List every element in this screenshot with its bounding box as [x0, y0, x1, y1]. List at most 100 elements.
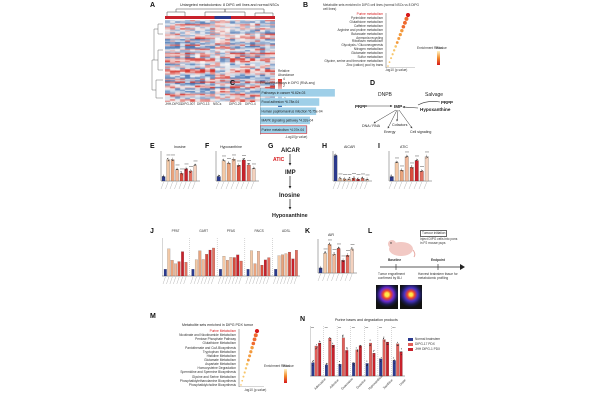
significance-mark: **** — [361, 172, 365, 176]
purine-bar — [345, 350, 349, 377]
legend-entry: DIPG-17 PDX — [408, 342, 460, 347]
x-tick-stub — [176, 276, 180, 285]
x-tick-stub — [204, 276, 207, 285]
significance-mark: **** — [366, 173, 370, 177]
gene-bar — [284, 253, 288, 277]
data-point — [402, 170, 403, 172]
panel-h-barchart: **** **** **** **** **** **** **** — [332, 151, 372, 190]
panel-b-color-legend: P-value — [436, 46, 447, 50]
data-point — [417, 159, 418, 161]
panel-i-barchart: **************************** — [388, 151, 432, 190]
gene-bar — [163, 269, 167, 277]
legend-label: JHH DIPG-1 PDX — [415, 347, 441, 352]
enrichment-dot — [241, 379, 244, 382]
data-bar — [350, 248, 354, 274]
data-point — [333, 345, 335, 347]
data-point — [352, 362, 354, 363]
enrichment-dot — [242, 375, 245, 378]
x-tick-stub — [228, 276, 232, 285]
significance-mark: **** — [176, 164, 180, 168]
panel-h-title: AICAR — [344, 145, 355, 149]
l-init-box: Tumour initiation — [420, 230, 448, 237]
x-tick-stub — [418, 181, 422, 190]
x-tick-stub — [160, 181, 164, 190]
x-tick-stub — [235, 276, 238, 285]
purine-bar — [365, 363, 369, 377]
data-point — [254, 167, 255, 169]
enrichment-dot — [401, 24, 406, 29]
purine-category-label: Adenine — [328, 378, 340, 390]
g-atic: ATIC — [273, 157, 285, 163]
data-point — [320, 267, 322, 269]
gene-bar — [181, 251, 184, 277]
significance-mark: **** — [339, 173, 343, 177]
gene-bar — [246, 269, 250, 277]
data-point — [167, 160, 169, 162]
panel-b-dotplot — [385, 13, 415, 68]
data-point — [342, 334, 344, 336]
data-point — [406, 155, 408, 157]
l-baseline: Baseline — [388, 258, 402, 262]
gene-title: PAICS — [254, 229, 264, 233]
legend-swatch — [408, 338, 413, 342]
gene-bar — [194, 259, 198, 277]
x-tick-stub — [235, 181, 239, 190]
data-bar — [161, 176, 166, 182]
purine-bar — [382, 339, 386, 377]
data-point — [333, 252, 335, 254]
data-point — [394, 359, 396, 361]
x-tick-stub — [408, 181, 412, 190]
data-point — [252, 168, 254, 170]
data-point — [247, 163, 249, 165]
data-point — [342, 261, 344, 262]
significance-mark: **** — [352, 172, 356, 176]
d-cofactors: Cofactors — [392, 123, 408, 127]
data-point — [181, 172, 183, 174]
x-tick-stub — [364, 181, 368, 190]
data-point — [335, 156, 337, 158]
data-point — [320, 268, 322, 270]
pathway-bar — [260, 98, 320, 106]
panel-m-dotplot — [238, 329, 264, 387]
enrichment-dot — [243, 371, 246, 374]
heatmap-sample-label: JHH-DIPG1 — [165, 102, 182, 106]
data-point — [352, 364, 354, 366]
data-point — [195, 163, 197, 165]
data-point — [339, 363, 341, 365]
data-point — [393, 359, 395, 361]
panel-m-title: Metabolite sets enriched in DIPG PDX tum… — [182, 323, 254, 327]
heatmap-sample-label: DIPG-13 — [197, 102, 210, 106]
enriched-term: Histidine Metabolism — [206, 353, 236, 358]
data-point — [365, 365, 367, 367]
data-point — [315, 347, 317, 349]
significance-mark: **** — [337, 242, 341, 246]
data-point — [338, 247, 340, 249]
data-point — [340, 177, 342, 179]
enriched-term: Purine Metabolism — [209, 329, 236, 333]
data-point — [234, 159, 235, 161]
significance-mark: **** — [328, 239, 332, 242]
panel-n-legend: Normal brainstem DIPG-17 PDX JHH DIPG-1 PD… — [408, 337, 460, 353]
x-tick-stub — [341, 181, 345, 190]
panel-c-label: C — [230, 80, 236, 87]
gene-bar — [177, 261, 181, 277]
data-point — [177, 168, 179, 170]
data-point — [244, 158, 245, 160]
data-point — [339, 179, 341, 181]
enrichment-dot — [403, 20, 407, 25]
x-tick-stub — [207, 276, 211, 285]
significance-mark: *** — [365, 326, 368, 330]
data-point — [373, 352, 375, 354]
data-bar — [409, 167, 414, 182]
enriched-term: Phosphatidylcholine Biosynthesis — [188, 382, 236, 387]
enrichment-dot — [250, 345, 254, 350]
data-point — [334, 154, 336, 156]
g-inosine: Inosine — [279, 193, 301, 199]
data-point — [228, 162, 230, 164]
enrichment-dot — [245, 362, 249, 366]
purine-category-label: Hypoxanthine — [367, 374, 385, 391]
data-point — [193, 164, 195, 166]
x-tick-stub — [200, 276, 204, 285]
significance-mark: **** — [247, 159, 251, 163]
enrichment-dot — [252, 337, 257, 342]
